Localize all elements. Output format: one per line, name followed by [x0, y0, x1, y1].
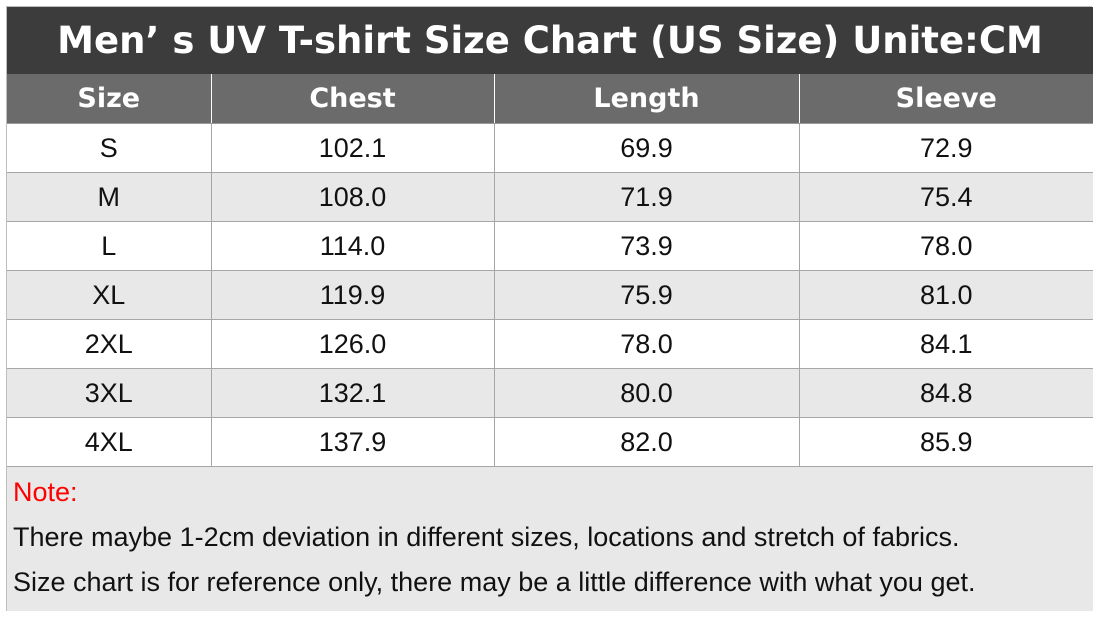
sleeve-cell: 78.0: [798, 221, 1093, 271]
length-cell: 78.0: [493, 319, 799, 369]
table-row: S 102.1 69.9 72.9: [7, 123, 1093, 173]
length-cell: 71.9: [493, 172, 799, 222]
chest-cell: 132.1: [210, 368, 494, 418]
column-header-length: Length: [493, 74, 799, 124]
size-cell: 2XL: [7, 319, 211, 369]
length-cell: 80.0: [493, 368, 799, 418]
sleeve-cell: 75.4: [798, 172, 1093, 222]
chart-title: Men’ s UV T-shirt Size Chart (US Size) U…: [7, 7, 1093, 74]
chest-cell: 119.9: [210, 270, 494, 320]
length-cell: 82.0: [493, 417, 799, 467]
note-reference-text: Size chart is for reference only, there …: [13, 567, 976, 597]
size-table: Size Chest Length Sleeve S 102.1 69.9 72…: [7, 74, 1093, 467]
sleeve-cell: 84.1: [798, 319, 1093, 369]
table-row: M 108.0 71.9 75.4: [7, 172, 1093, 222]
sleeve-cell: 85.9: [798, 417, 1093, 467]
column-header-chest: Chest: [210, 74, 494, 124]
sleeve-cell: 72.9: [798, 123, 1093, 173]
sleeve-cell: 81.0: [798, 270, 1093, 320]
table-row: 2XL 126.0 78.0 84.1: [7, 319, 1093, 369]
note-deviation-text: There maybe 1-2cm deviation in different…: [13, 522, 960, 552]
size-cell: M: [7, 172, 211, 222]
size-cell: 3XL: [7, 368, 211, 418]
note-label: Note:: [13, 477, 78, 507]
chest-cell: 126.0: [210, 319, 494, 369]
column-header-size: Size: [7, 74, 211, 124]
length-cell: 75.9: [493, 270, 799, 320]
chest-cell: 102.1: [210, 123, 494, 173]
table-row: 3XL 132.1 80.0 84.8: [7, 368, 1093, 418]
size-cell: S: [7, 123, 211, 173]
size-cell: 4XL: [7, 417, 211, 467]
chest-cell: 108.0: [210, 172, 494, 222]
size-cell: XL: [7, 270, 211, 320]
chest-cell: 137.9: [210, 417, 494, 467]
table-row: L 114.0 73.9 78.0: [7, 221, 1093, 271]
sleeve-cell: 84.8: [798, 368, 1093, 418]
size-chart-sheet: Men’ s UV T-shirt Size Chart (US Size) U…: [6, 6, 1093, 611]
table-header-row: Size Chest Length Sleeve: [7, 74, 1093, 124]
table-row: XL 119.9 75.9 81.0: [7, 270, 1093, 320]
length-cell: 69.9: [493, 123, 799, 173]
length-cell: 73.9: [493, 221, 799, 271]
column-header-sleeve: Sleeve: [798, 74, 1093, 124]
table-row: 4XL 137.9 82.0 85.9: [7, 417, 1093, 467]
notes-section: Note: There maybe 1-2cm deviation in dif…: [7, 466, 1093, 611]
chest-cell: 114.0: [210, 221, 494, 271]
size-cell: L: [7, 221, 211, 271]
